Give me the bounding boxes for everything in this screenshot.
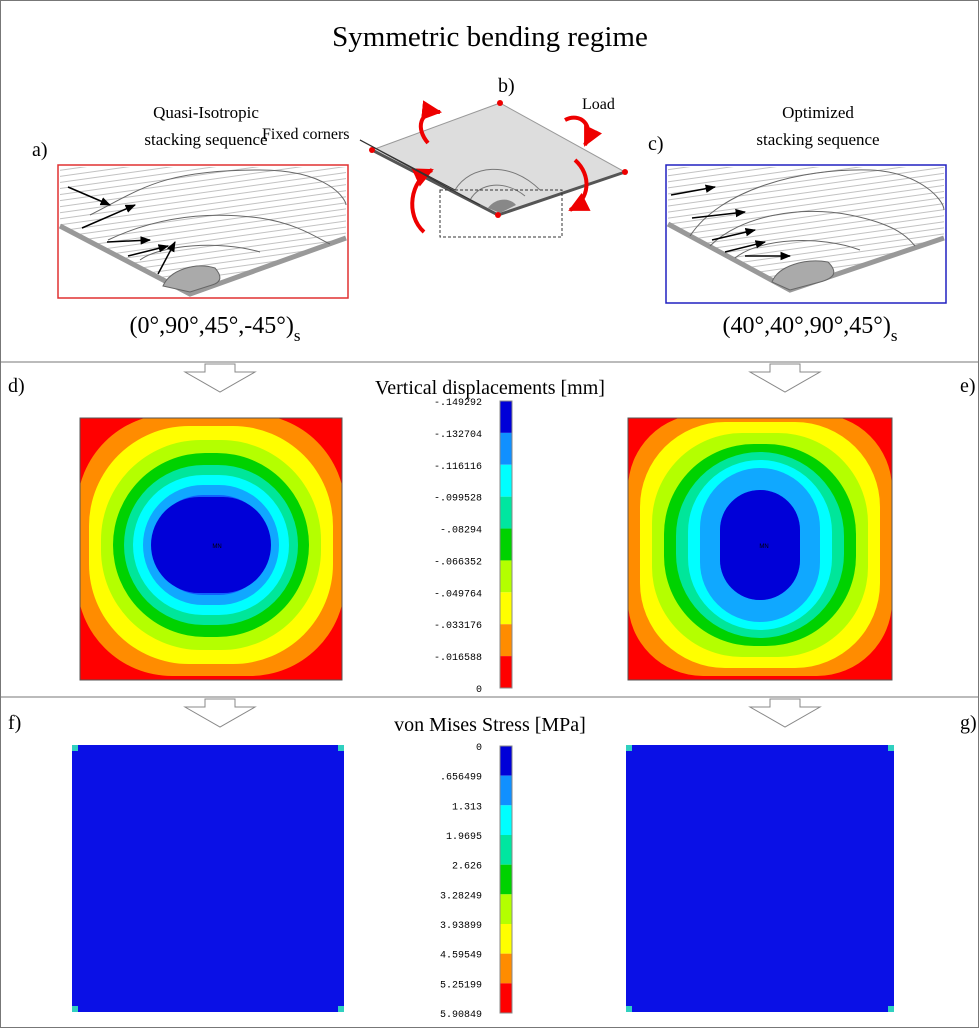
stress-map (626, 745, 894, 1012)
corner-spot (626, 1006, 632, 1012)
colorbar-label: 3.93899 (440, 921, 482, 932)
corner-spot (338, 1006, 344, 1012)
colorbar-segment (500, 529, 512, 561)
colorbar-label: 2.626 (452, 862, 482, 873)
colorbar-segment (500, 656, 512, 688)
colorbar-label: -.016588 (434, 653, 482, 664)
colorbar-segment (500, 805, 512, 835)
colorbar-segment (500, 401, 512, 433)
colorbar-label: 1.9695 (446, 832, 482, 843)
colorbar-segment (500, 746, 512, 776)
caption: Optimized (782, 103, 854, 122)
colorbar-segment (500, 924, 512, 954)
colorbar-label: -.149292 (434, 398, 482, 409)
colorbar-label: -.08294 (440, 526, 482, 537)
panel-label: d) (8, 375, 25, 397)
colorbar-segment (500, 776, 512, 806)
colorbar-label: 5.90849 (440, 1010, 482, 1021)
corner-spot (338, 745, 344, 751)
colorbar-segment (500, 954, 512, 984)
colorbar-label: 0 (476, 743, 482, 754)
corner-spot (72, 1006, 78, 1012)
colorbar-label: -.033176 (434, 621, 482, 632)
corner-spot (888, 1006, 894, 1012)
colorbar-label: 3.28249 (440, 891, 482, 902)
colorbar-label: -.049764 (434, 589, 482, 600)
contour-map (77, 414, 345, 680)
panel-label: g) (960, 712, 977, 734)
panel-label: e) (960, 375, 976, 397)
panel-label: f) (8, 712, 21, 734)
colorbar-segment (500, 465, 512, 497)
annotation: Load (582, 96, 615, 113)
annotation: Fixed corners (262, 126, 350, 143)
colorbar-segment (500, 624, 512, 656)
min-marker: MN (212, 544, 221, 550)
colorbar-segment (500, 592, 512, 624)
caption: Quasi-Isotropic (153, 103, 259, 122)
figure: Symmetric bending regime a) b) c) d) e) … (0, 0, 979, 1028)
stress-map (72, 745, 344, 1012)
caption: stacking sequence (756, 130, 879, 149)
min-marker: MN (759, 544, 768, 550)
corner-spot (72, 745, 78, 751)
panel-label: c) (648, 133, 664, 155)
title: Symmetric bending regime (332, 21, 648, 53)
section-title: von Mises Stress [MPa] (394, 714, 586, 736)
panel-label: b) (498, 75, 515, 97)
colorbar-label: -.132704 (434, 430, 482, 441)
corner-spot (626, 745, 632, 751)
colorbar-label: 0 (476, 685, 482, 696)
colorbar-segment (500, 433, 512, 465)
colorbar-segment (500, 894, 512, 924)
section-title: Vertical displacements [mm] (375, 377, 605, 399)
colorbar-label: 4.59549 (440, 951, 482, 962)
colorbar-segment (500, 865, 512, 895)
colorbar-label: 5.25199 (440, 980, 482, 991)
colorbar-segment (500, 497, 512, 529)
band (151, 497, 271, 593)
detail-right (666, 165, 946, 303)
colorbar-label: .656499 (440, 773, 482, 784)
panel-label: a) (32, 139, 48, 161)
caption: stacking sequence (144, 130, 267, 149)
colorbar-label: -.066352 (434, 557, 482, 568)
detail-left (58, 165, 348, 298)
colorbar-segment (500, 983, 512, 1013)
colorbar-segment (500, 835, 512, 865)
colorbar-label: -.099528 (434, 494, 482, 505)
corner-spot (888, 745, 894, 751)
colorbar-label: -.116116 (434, 462, 482, 473)
colorbar-label: 1.313 (452, 802, 482, 813)
colorbar-segment (500, 560, 512, 592)
